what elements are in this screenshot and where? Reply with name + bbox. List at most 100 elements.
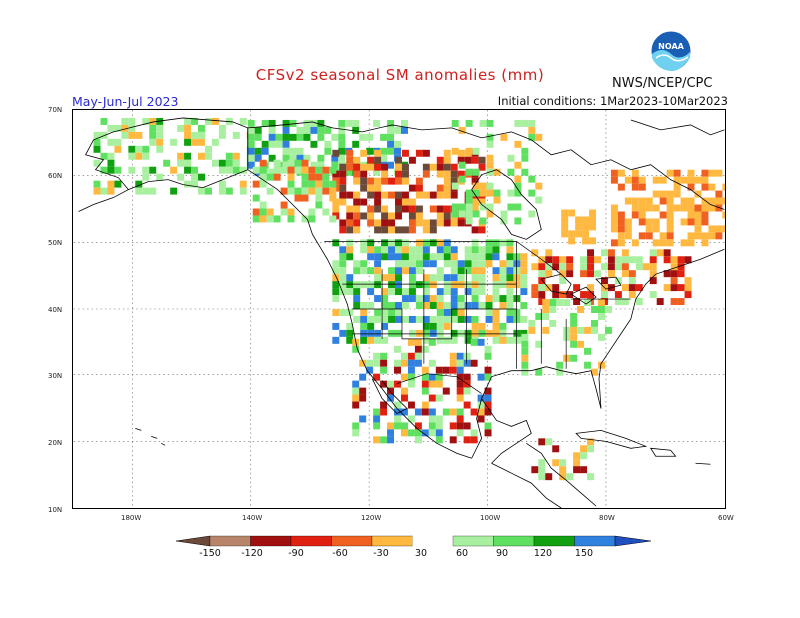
anomaly-cell [436, 329, 444, 337]
anomaly-cell [506, 302, 514, 309]
anomaly-cell [545, 270, 553, 278]
anomaly-cell [470, 359, 478, 367]
anomaly-cell [352, 401, 360, 409]
anomaly-cell [387, 422, 395, 430]
anomaly-cell [514, 119, 522, 127]
anomaly-cell [694, 211, 702, 219]
anomaly-cell [308, 166, 316, 174]
anomaly-cell [401, 246, 409, 254]
anomaly-cell [451, 182, 459, 190]
anomaly-cell [435, 366, 443, 374]
lat-label: 50N [48, 239, 63, 247]
anomaly-cell [563, 333, 571, 341]
anomaly-cell [591, 319, 598, 327]
anomaly-cell [360, 281, 368, 289]
anomaly-cell [142, 187, 150, 195]
anomaly-cell [308, 173, 316, 181]
anomaly-cell [715, 169, 723, 177]
anomaly-cell [484, 408, 492, 416]
anomaly-cell [394, 422, 401, 430]
anomaly-cell [464, 288, 472, 296]
anomaly-cell [443, 191, 451, 199]
anomaly-cell [401, 170, 409, 178]
anomaly-cell [107, 180, 115, 188]
anomaly-cell [373, 422, 381, 430]
anomaly-cell [531, 466, 539, 474]
anomaly-cell [449, 408, 457, 416]
anomaly-cell [542, 312, 550, 320]
anomaly-cell [701, 183, 709, 191]
anomaly-cell [624, 232, 632, 240]
anomaly-cell [414, 436, 422, 444]
anomaly-cell [177, 152, 185, 160]
anomaly-cell [485, 295, 493, 303]
anomaly-cell [268, 126, 276, 134]
anomaly-cell [374, 309, 382, 316]
anomaly-cell [259, 159, 267, 167]
anomaly-cell [317, 154, 325, 162]
anomaly-cell [631, 183, 639, 191]
anomaly-cell [435, 373, 443, 381]
anomaly-cell [429, 329, 437, 337]
anomaly-cell [429, 253, 437, 261]
anomaly-cell [628, 284, 636, 292]
anomaly-cell [436, 191, 444, 199]
anomaly-cell [294, 187, 302, 195]
anomaly-cell [465, 196, 473, 204]
legend-label: 90 [495, 548, 509, 559]
anomaly-cell [715, 190, 723, 198]
anomaly-cell [163, 159, 171, 167]
anomaly-cell [428, 359, 436, 367]
lat-label: 30N [48, 372, 63, 380]
anomaly-cell [339, 253, 347, 261]
anomaly-cell [538, 473, 546, 481]
anomaly-cell [422, 163, 430, 171]
anomaly-cell [535, 368, 543, 376]
anomaly-cell [471, 315, 479, 323]
anomaly-cell [580, 466, 588, 474]
anomaly-cell [559, 277, 567, 285]
anomaly-cell [352, 429, 360, 437]
anomaly-cell [360, 163, 368, 171]
anomaly-cell [331, 154, 339, 162]
anomaly-cell [395, 329, 402, 337]
anomaly-cell [450, 329, 458, 337]
anomaly-cell [353, 212, 361, 220]
anomaly-cell [280, 187, 288, 195]
anomaly-cell [301, 187, 309, 195]
anomaly-cell [659, 190, 667, 198]
anomaly-cell [492, 267, 500, 275]
anomaly-cell [471, 288, 479, 296]
anomaly-cell [360, 336, 368, 344]
forecast-period: May-Jun-Jul 2023 [72, 94, 179, 109]
anomaly-cell [638, 218, 646, 226]
anomaly-cell [513, 253, 521, 261]
anomaly-cell [135, 187, 143, 195]
anomaly-cell [677, 270, 685, 278]
anomaly-cell [400, 119, 408, 127]
anomaly-cell [680, 218, 688, 226]
anomaly-cell [339, 226, 347, 234]
anomaly-cell [552, 291, 560, 299]
anomaly-cell [435, 415, 443, 423]
anomaly-cell [598, 312, 605, 320]
anomaly-cell [381, 295, 389, 303]
anomaly-cell [621, 270, 629, 278]
anomaly-cell [373, 168, 381, 176]
anomaly-cell [339, 246, 347, 254]
anomaly-cell [338, 126, 346, 134]
anomaly-cell [450, 246, 458, 254]
anomaly-cell [680, 239, 688, 247]
anomaly-cell [591, 368, 598, 376]
anomaly-cell [232, 166, 240, 174]
anomaly-cell [485, 302, 493, 309]
anomaly-cell [464, 260, 472, 268]
anomaly-cell [367, 212, 375, 220]
anomaly-cell [401, 267, 409, 275]
anomaly-cell [346, 322, 354, 330]
anomaly-cell [458, 175, 466, 183]
anomaly-cell [142, 117, 150, 125]
anomaly-cell [107, 187, 115, 195]
anomaly-cell [520, 288, 528, 296]
anomaly-cell [184, 159, 192, 167]
